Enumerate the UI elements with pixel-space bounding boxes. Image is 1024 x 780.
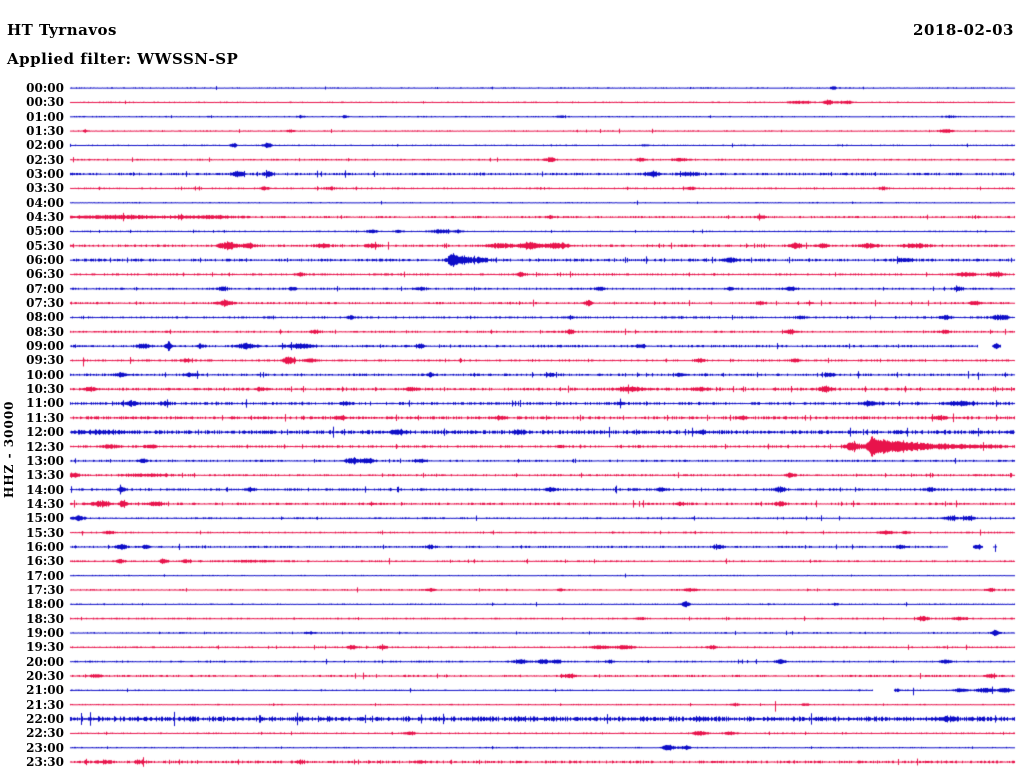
seismogram-traces-canvas <box>0 0 1024 780</box>
helicorder-page: HT Tyrnavos 2018-02-03 Applied filter: W… <box>0 0 1024 780</box>
